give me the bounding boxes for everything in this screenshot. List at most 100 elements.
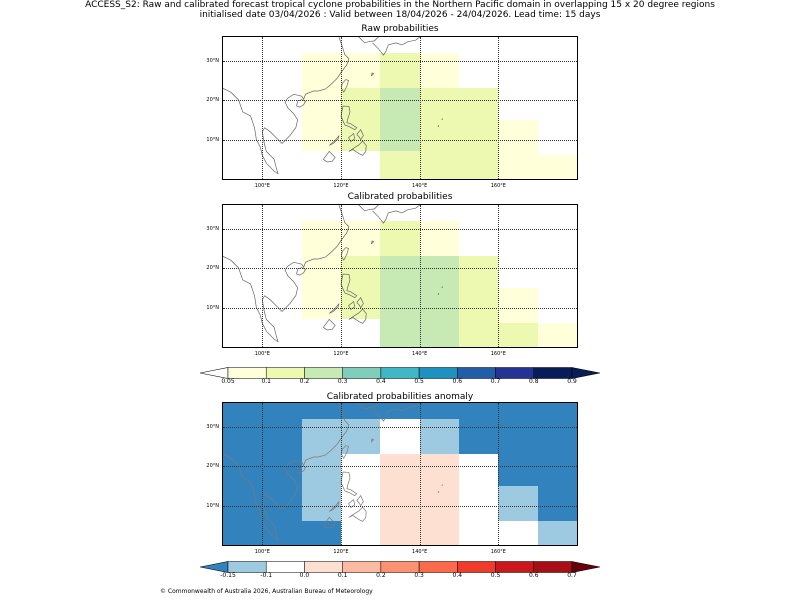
probability-cell <box>498 287 538 324</box>
probability-cell <box>301 52 341 152</box>
coastline <box>223 37 443 175</box>
coastline-segment <box>356 129 364 141</box>
lon-tick-label: 100°E <box>254 183 270 189</box>
colorbar-segment <box>227 367 267 379</box>
coastline-segment <box>223 87 279 175</box>
map-calibrated-anomaly <box>222 402 578 546</box>
gridline-meridian <box>419 37 421 179</box>
gridline-meridian <box>498 37 500 179</box>
coastline <box>223 205 443 343</box>
coastline-segment <box>441 286 443 288</box>
colorbar-segment <box>265 367 305 379</box>
coastline-segment <box>358 37 379 44</box>
colorbar-tick-label: -0.1 <box>260 572 273 579</box>
colorbar-tick-label: 0.2 <box>376 572 386 579</box>
map-raw-probabilities <box>222 36 578 180</box>
coastline-segment <box>441 118 443 120</box>
probability-cell <box>419 418 459 455</box>
lat-tick-label: 20°N <box>206 463 219 470</box>
colorbar-svg <box>199 561 601 573</box>
coastline-segment <box>223 453 279 541</box>
colorbar-tick-label: 0.2 <box>299 378 310 385</box>
coastline-segment <box>348 308 367 324</box>
coastline-segment <box>370 438 375 443</box>
colorbar-segment <box>495 561 535 573</box>
probability-cell <box>498 323 538 347</box>
lon-tick-label: 140°E <box>412 351 428 357</box>
probability-cell <box>380 418 420 455</box>
coastline-segment <box>370 72 375 77</box>
probability-cell <box>537 521 577 545</box>
coastline-segment <box>261 205 350 343</box>
colorbar-tick-label: 0.5 <box>414 378 424 385</box>
probability-cell <box>301 418 341 522</box>
panel-title-calibrated: Calibrated probabilities <box>347 192 453 202</box>
colorbar-tick-label: 0.0 <box>299 572 310 579</box>
coastline-segment <box>328 303 340 314</box>
coastline-segment <box>437 293 440 296</box>
colorbar-tick-label: 0.7 <box>567 572 577 579</box>
lat-tick-label: 10°N <box>206 304 219 311</box>
colorbar-tick-label: 0.9 <box>567 378 577 385</box>
probability-cell <box>380 220 420 257</box>
lon-tick-label: 140°E <box>412 183 428 189</box>
colorbar-tick-label: 0.6 <box>452 378 463 385</box>
gridline-parallel <box>223 100 577 102</box>
colorbar-svg <box>199 367 601 379</box>
probability-cell <box>498 485 538 522</box>
colorbar-tick-label: 0.3 <box>414 572 424 579</box>
colorbar-segment <box>380 367 420 379</box>
colorbar-segment <box>533 367 573 379</box>
gridline-meridian <box>498 205 500 347</box>
gridline-parallel <box>223 505 577 507</box>
colorbar-segment <box>457 367 496 379</box>
lon-tick-label: 120°E <box>333 351 349 357</box>
colorbar-segment <box>304 561 343 573</box>
copyright-notice: © Commonwealth of Australia 2026, Austra… <box>160 588 373 595</box>
probability-cell <box>419 52 459 89</box>
colorbar-over-triangle <box>571 561 601 573</box>
coastline <box>223 403 443 541</box>
lat-tick-label: 20°N <box>206 97 219 104</box>
coastline-segment <box>356 495 364 507</box>
gridline-meridian <box>498 403 500 545</box>
probability-cell <box>301 220 341 320</box>
colorbar-tick-label: 0.5 <box>490 572 501 579</box>
coastline-segment <box>372 403 420 422</box>
coastline-segment <box>348 506 367 522</box>
colorbar-anomaly <box>199 558 601 573</box>
lat-tick-label: 30°N <box>206 57 219 64</box>
coastline-segment <box>340 471 358 497</box>
coastline-segment <box>348 140 367 156</box>
coastline-segment <box>323 516 336 529</box>
coastline-segment <box>437 491 440 494</box>
probability-cell <box>419 220 459 257</box>
colorbar-tick-label: 0.4 <box>376 378 386 385</box>
probability-cell <box>498 119 538 179</box>
colorbar-under-triangle <box>199 367 229 379</box>
colorbar-segment <box>265 561 305 573</box>
gridline-parallel <box>223 228 577 230</box>
colorbar-segment <box>418 561 458 573</box>
gridline-meridian <box>419 205 421 347</box>
gridline-meridian <box>262 205 264 347</box>
probability-cell <box>341 220 381 257</box>
colorbar-tick-label: 0.05 <box>221 378 235 385</box>
panel-title-raw: Raw probabilities <box>361 24 439 34</box>
coastline-segment <box>323 150 336 163</box>
coastline-segment <box>358 205 379 212</box>
coastline-segment <box>437 125 440 128</box>
colorbar-segment <box>495 367 535 379</box>
lon-tick-label: 120°E <box>333 549 349 555</box>
colorbar-segment <box>418 367 458 379</box>
lon-tick-label: 100°E <box>254 549 270 555</box>
coastline-segment <box>372 37 420 56</box>
probability-cell <box>498 521 538 545</box>
lon-tick-label: 120°E <box>333 183 349 189</box>
coastline-segment <box>261 37 350 175</box>
colorbar-segment <box>457 561 496 573</box>
gridline-meridian <box>341 205 342 347</box>
coastline-segment <box>356 297 364 309</box>
colorbar-tick-label: 0.3 <box>337 378 348 385</box>
lon-tick-label: 160°E <box>490 183 506 189</box>
